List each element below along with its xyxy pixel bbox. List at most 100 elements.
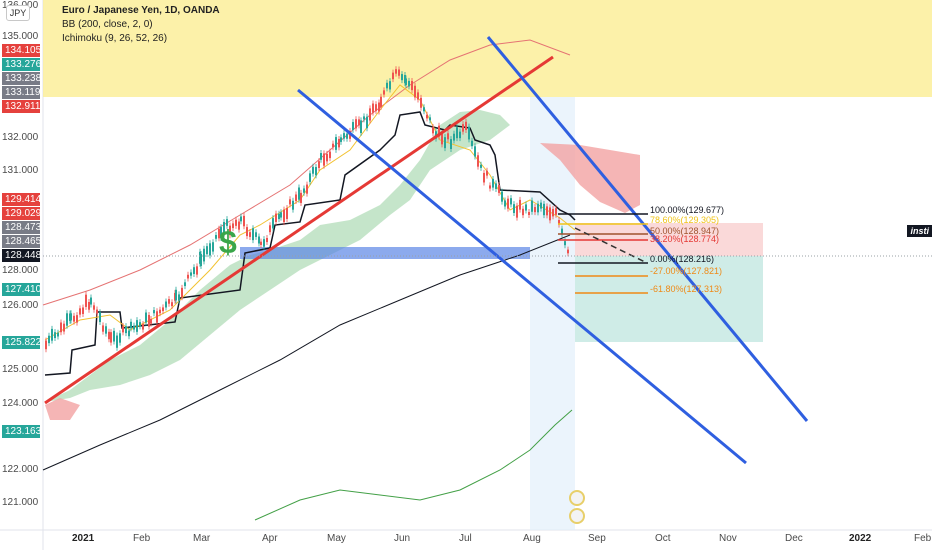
time-tick: Sep [588,533,606,544]
candle-body [136,320,138,332]
candle-body [380,96,382,107]
candle-body [392,72,394,80]
candle-body [187,274,189,279]
price-tick: 135.000 [2,31,39,42]
clipped-label[interactable]: insti [907,225,932,237]
candle-body [88,301,90,310]
candle-body [420,97,422,108]
projection-dashed-line[interactable] [574,227,646,263]
time-tick: Feb [914,533,932,544]
fib-label-100[interactable]: 100.00%(129.677) [650,205,725,215]
price-badge: 129.414 [2,193,41,206]
price-badge: 128.465 [2,235,41,248]
candle-body [168,299,170,304]
candle-body [54,332,56,339]
candle-body [263,239,265,247]
candle-body [90,297,92,305]
fib-label-50[interactable]: 50.00%(128.947) [650,226,720,236]
candle-body [45,340,47,350]
candle-body [130,321,132,329]
candle-body [260,241,262,245]
price-tick: 122.000 [2,464,39,475]
candle-body [246,227,248,237]
candle-body [383,90,385,95]
candle-body [280,212,282,218]
candle-body [389,81,391,90]
price-tick: 121.000 [2,497,39,508]
candle-body [220,227,222,238]
candle-body [405,78,407,86]
event-marker-icon[interactable] [569,490,585,506]
candle-body [309,173,311,182]
candle-body [372,103,374,113]
indicator-ichimoku-label[interactable]: Ichimoku (9, 26, 52, 26) [62,33,168,44]
price-badge: 128.448 [2,249,41,262]
candle-body [444,137,446,149]
event-marker-icon[interactable] [569,508,585,524]
candle-body [66,313,68,326]
fib-label-minus-618[interactable]: -61.80%(127.313) [650,284,723,294]
candle-body [93,305,95,310]
indicator-bb-label[interactable]: BB (200, close, 2, 0) [62,19,153,30]
price-badge: 133.119 [2,86,40,99]
candle-body [108,331,110,340]
candle-body [57,332,59,337]
take-profit-zone[interactable] [575,256,763,342]
candle-body [414,85,416,98]
candle-body [51,328,53,341]
candle-body [156,311,158,323]
time-tick: Jul [459,533,472,544]
resistance-zone[interactable] [43,0,932,97]
candle-body [549,207,551,221]
candle-body [278,213,280,220]
candle-body [432,127,434,134]
candle-body [63,323,65,332]
fib-label-minus-27[interactable]: -27.00%(127.821) [650,266,723,276]
time-tick: Feb [133,533,151,544]
candle-body [243,215,245,227]
price-badge: 128.473 [2,221,41,234]
symbol-title[interactable]: Euro / Japanese Yen, 1D, OANDA [62,5,220,16]
candle-body [477,155,479,167]
fib-label-382[interactable]: 38.20%(128.774) [650,234,720,244]
candle-body [258,236,260,244]
currency-badge[interactable]: JPY [6,5,30,21]
candle-body [283,209,285,223]
time-tick: Nov [719,533,737,544]
dollar-sign-annotation[interactable]: $ [219,224,237,260]
candle-body [240,216,242,222]
candle-body [298,187,300,200]
candle-body [318,161,320,169]
time-tick: Aug [523,533,541,544]
candle-body [346,133,348,139]
time-tick: 2021 [72,533,95,544]
blue-channel-lower-line[interactable] [297,88,747,465]
candle-body [312,166,314,174]
candle-body [212,242,214,252]
candle-body [369,108,371,121]
candle-body [73,315,75,322]
candle-body [459,131,461,139]
price-tick: 126.000 [2,300,39,311]
fib-label-0[interactable]: 0.00%(128.216) [650,254,715,264]
candle-body [528,211,530,216]
candle-body [235,219,237,226]
candle-body [375,104,377,111]
candle-body [148,314,150,327]
candle-body [150,318,152,324]
candle-body [206,246,208,255]
red-ascending-trendline[interactable] [44,55,554,405]
candle-body [366,116,368,129]
candle-body [564,241,566,246]
candle-body [438,125,440,137]
candle-body [320,153,322,160]
fib-label-786[interactable]: 78.60%(129.305) [650,215,720,225]
blue-channel-upper-line[interactable] [486,36,809,422]
candle-body [266,237,268,243]
candle-body [516,205,518,218]
candle-body [474,146,476,157]
price-tick: 124.000 [2,398,39,409]
candle-body [513,204,515,213]
candle-body [441,133,443,145]
